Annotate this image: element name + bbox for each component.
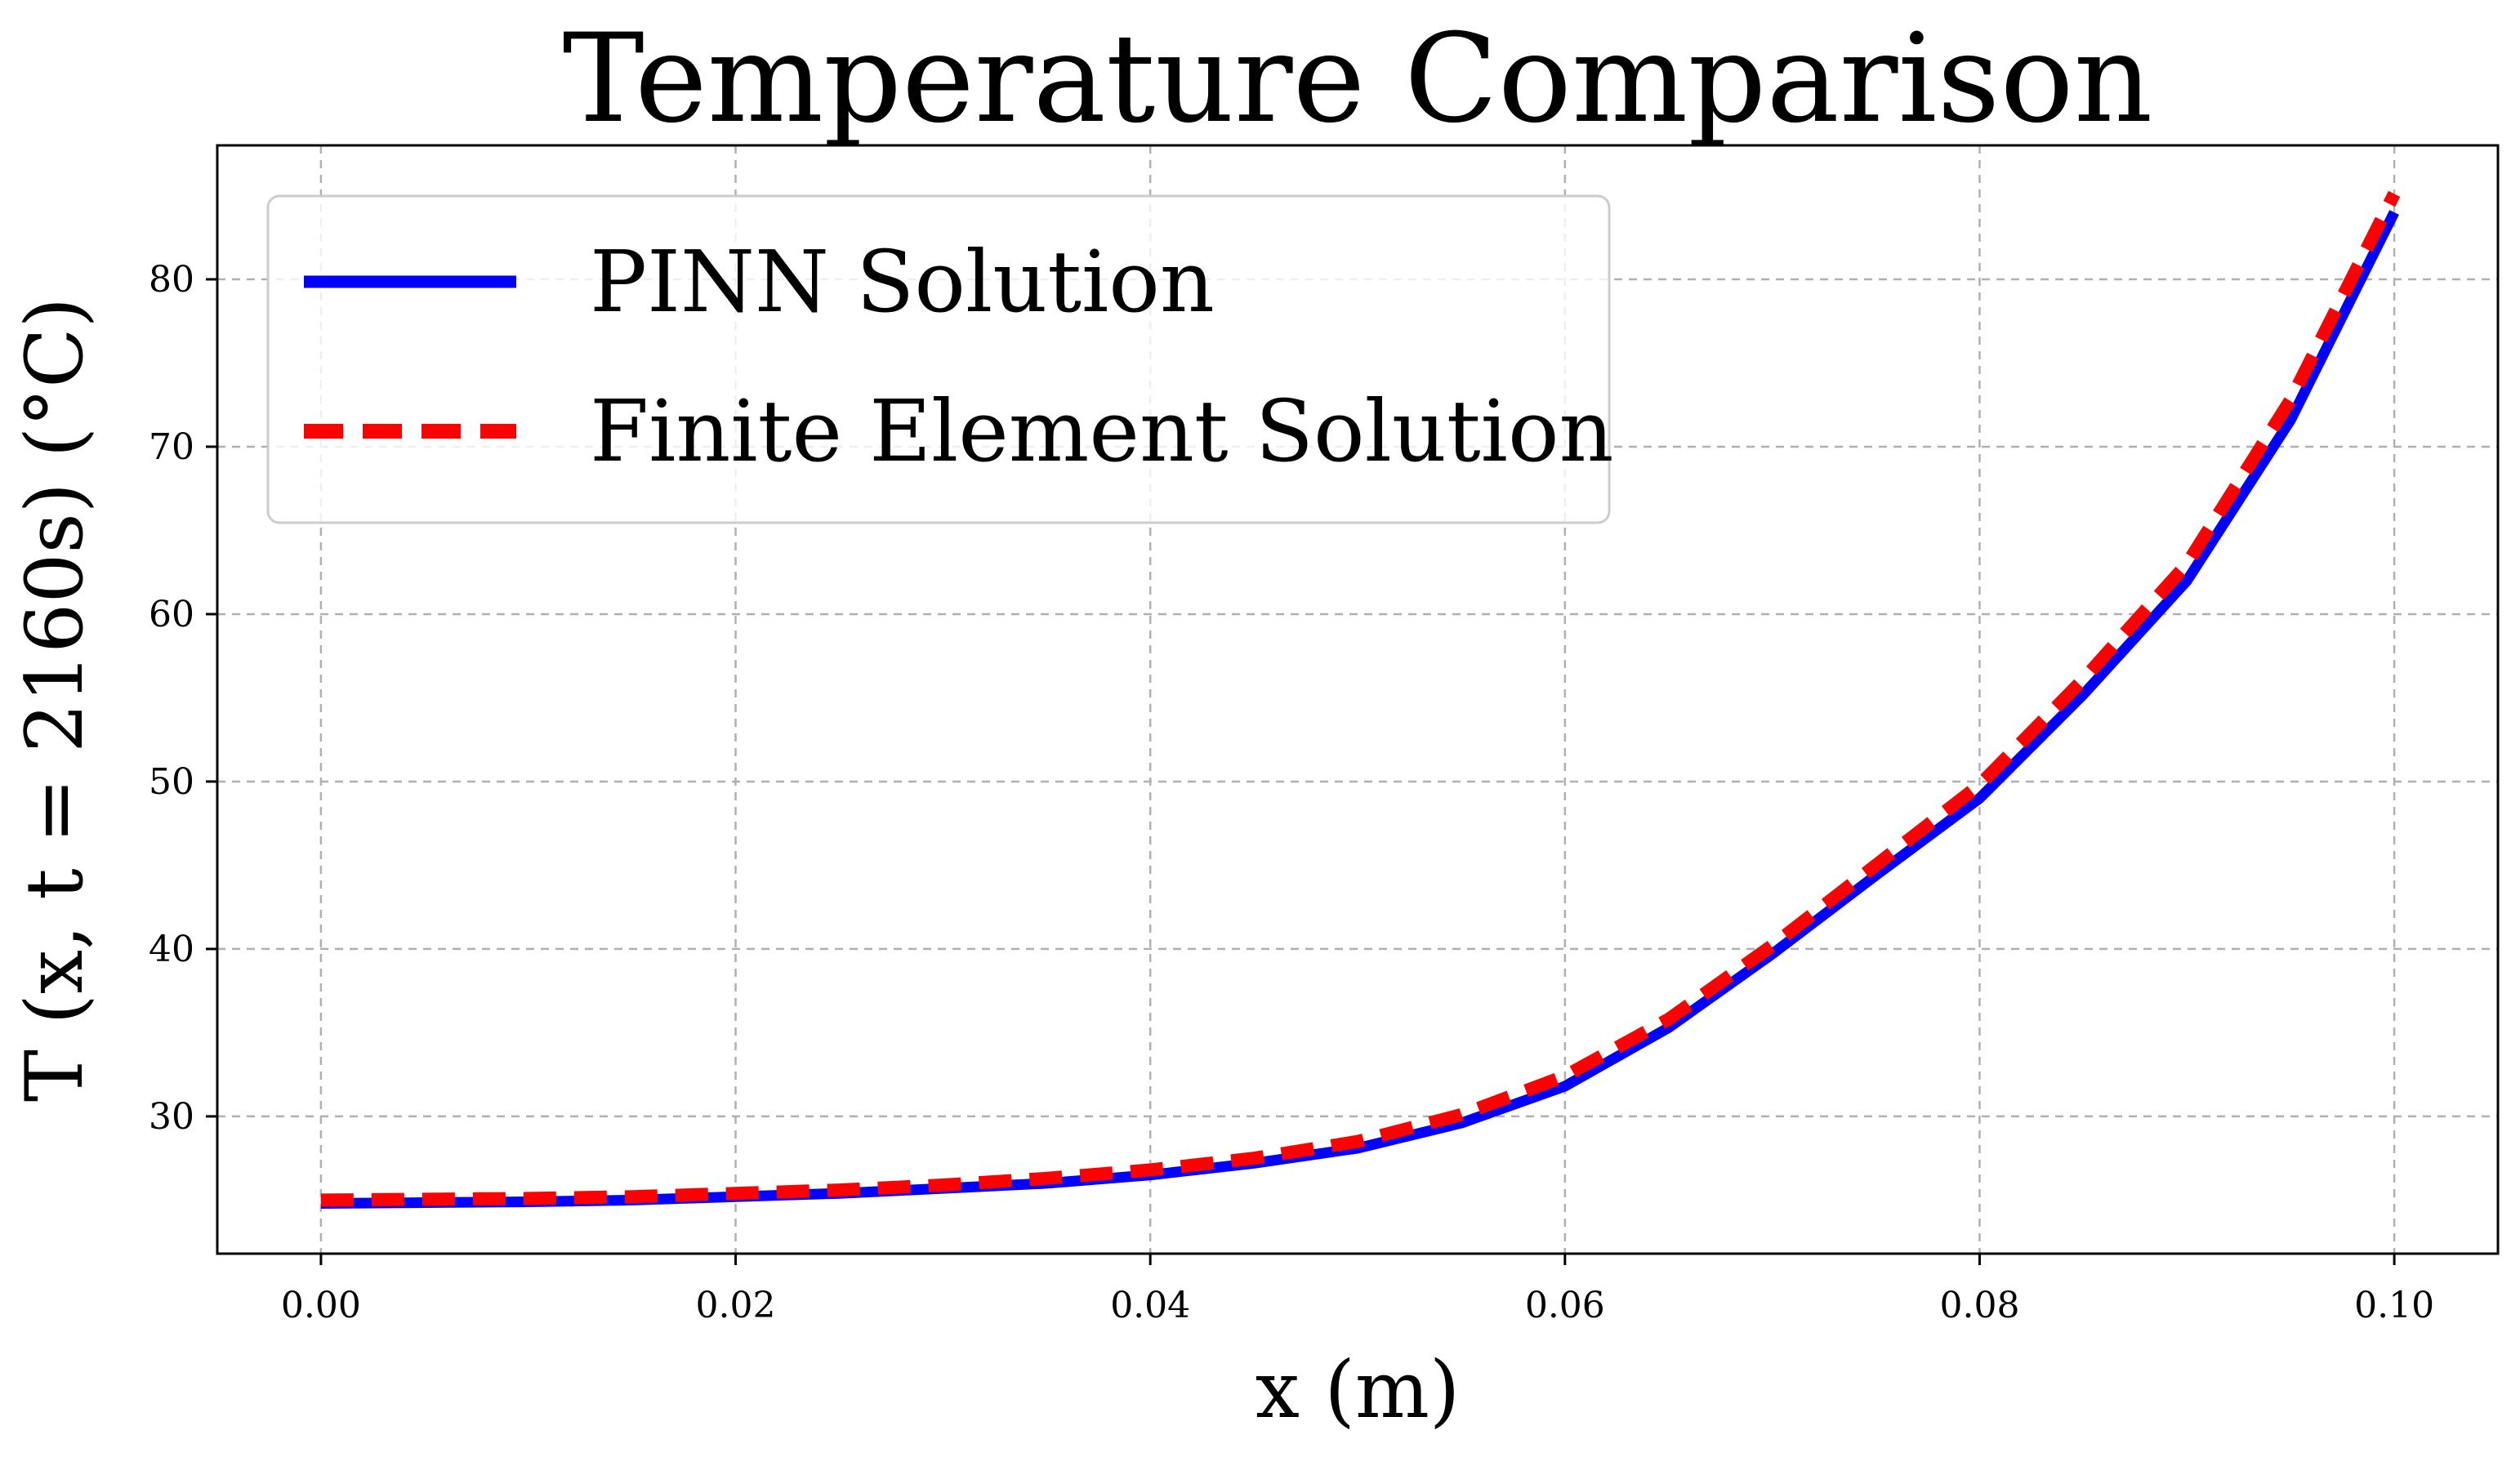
x-tick-label: 0.10 [2354,1285,2434,1326]
y-axis-label: T (x, t = 2160s) (°C) [9,297,100,1102]
axis-ticks: 0.00 0.02 0.04 0.06 0.08 0.10 30 40 50 60 70 80 [149,259,2434,1326]
x-tick-label: 0.08 [1939,1285,2019,1326]
x-tick-label: 0.02 [696,1285,776,1326]
y-tick-label: 70 [149,426,194,468]
legend: PINN Solution Finite Element Solution [266,194,1614,524]
plot-series [320,190,2401,1209]
y-tick-label: 50 [149,761,194,803]
y-tick-label: 40 [149,929,194,970]
x-tick-label: 0.04 [1110,1285,1190,1326]
legend-label-fem: Finite Element Solution [590,381,1614,481]
y-tick-label: 80 [149,259,194,301]
series-line-fem [320,190,2401,1207]
legend-box [266,194,1611,524]
y-tick-label: 60 [149,594,194,635]
chart-title: Temperature Comparison [563,8,2153,150]
x-tick-label: 0.06 [1525,1285,1605,1326]
plot-area-frame [216,144,2500,1255]
x-axis-label: x (m) [1256,1344,1461,1436]
x-tick-label: 0.00 [281,1285,361,1326]
series-line-pinn [320,210,2399,1209]
y-tick-label: 30 [149,1096,194,1138]
legend-label-pinn: PINN Solution [590,232,1215,332]
